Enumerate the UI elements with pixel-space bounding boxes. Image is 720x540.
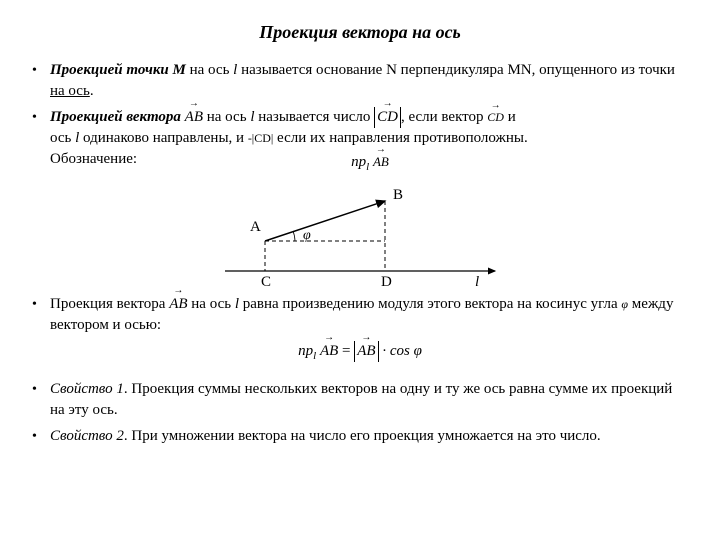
properties-list: Свойство 1. Проекция суммы нескольких ве… xyxy=(30,379,690,447)
definition-list: Проекцией точки М на ось l называется ос… xyxy=(30,60,690,175)
bullet-property-1: Свойство 1. Проекция суммы нескольких ве… xyxy=(50,379,690,421)
page-title: Проекция вектора на ось xyxy=(30,20,690,45)
svg-text:A: A xyxy=(250,219,261,235)
text: одинаково направлены, и xyxy=(79,130,248,146)
text: и xyxy=(504,109,516,125)
underlined: на ось xyxy=(50,83,90,99)
lead-text: Проекцией вектора xyxy=(50,109,181,125)
svg-text:l: l xyxy=(475,274,479,290)
lead-text: Свойство 2 xyxy=(50,428,124,444)
bullet-cosine: Проекция вектора AB на ось l равна произ… xyxy=(50,294,690,336)
vector-cd-small: CD xyxy=(487,109,504,126)
bullet-proj-vector: Проекцией вектора AB на ось l называется… xyxy=(50,107,690,175)
bullets-cont: Проекция вектора AB на ось l равна произ… xyxy=(30,294,690,336)
text: , если вектор xyxy=(401,109,487,125)
text: . Проекция суммы нескольких векторов на … xyxy=(50,381,672,418)
vector-ab: AB xyxy=(169,294,187,315)
bullet-property-2: Свойство 2. При умножении вектора на чис… xyxy=(50,426,690,447)
text: равна произведению модуля этого вектора … xyxy=(239,296,621,312)
text: на ось xyxy=(203,109,250,125)
bullet-proj-point: Проекцией точки М на ось l называется ос… xyxy=(50,60,690,102)
text: называется основание N перпендикуляра MN… xyxy=(237,62,675,78)
abs-cd: CD xyxy=(374,107,401,128)
projection-diagram: A B C D l φ xyxy=(215,181,505,291)
text: если их направления противоположны. xyxy=(277,130,528,146)
text: называется число xyxy=(254,109,374,125)
text: на ось xyxy=(186,62,233,78)
lead-text: Проекцией точки М xyxy=(50,62,186,78)
text: . При умножении вектора на число его про… xyxy=(124,428,601,444)
neg-cd: -|CD| xyxy=(248,131,273,145)
phi-small: φ xyxy=(621,297,628,311)
svg-text:φ: φ xyxy=(303,228,311,243)
svg-text:B: B xyxy=(393,187,403,203)
notation-label: Обозначение: xyxy=(50,151,137,167)
svg-text:D: D xyxy=(381,274,392,290)
text: на ось xyxy=(188,296,235,312)
lead-text: Свойство 1 xyxy=(50,381,124,397)
projection-formula: прl AB = AB · cos φ xyxy=(30,341,690,364)
notation-formula: прl AB xyxy=(50,152,690,175)
text: Проекция вектора xyxy=(50,296,169,312)
vector-ab: AB xyxy=(185,107,203,128)
svg-text:C: C xyxy=(261,274,271,290)
text: ось xyxy=(50,130,75,146)
